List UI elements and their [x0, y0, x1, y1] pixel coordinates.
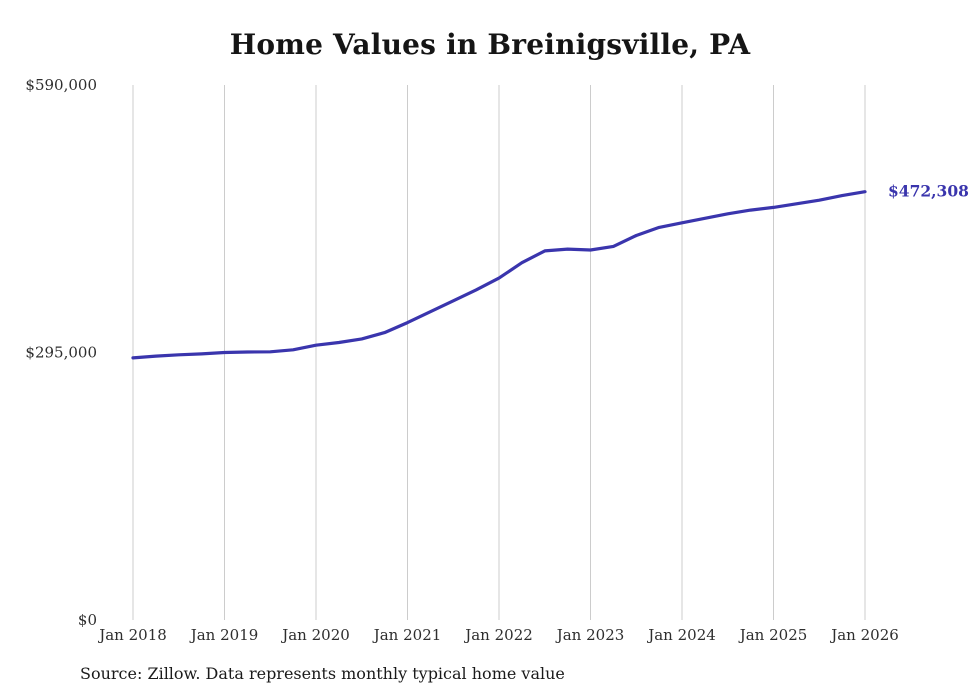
x-tick-label: Jan 2021	[372, 626, 442, 644]
y-tick-label: $0	[78, 611, 97, 629]
y-tick-label: $590,000	[25, 76, 97, 94]
source-note: Source: Zillow. Data represents monthly …	[80, 664, 565, 683]
x-tick-label: Jan 2019	[189, 626, 259, 644]
value-line	[131, 190, 867, 360]
end-value-label: $472,308	[888, 182, 969, 201]
x-tick-label: Jan 2022	[463, 626, 533, 644]
y-tick-label: $295,000	[25, 344, 97, 362]
x-axis-labels: Jan 2018 Jan 2019 Jan 2020 Jan 2021 Jan 2022…	[97, 626, 899, 644]
x-tick-label: Jan 2025	[738, 626, 808, 644]
x-tick-label: Jan 2023	[555, 626, 625, 644]
x-tick-label: Jan 2020	[280, 626, 350, 644]
x-tick-label: Jan 2018	[97, 626, 167, 644]
x-tick-label: Jan 2026	[829, 626, 899, 644]
chart-title: Home Values in Breinigsville, PA	[229, 28, 751, 61]
y-axis-labels: $590,000 $295,000 $0	[25, 76, 97, 629]
x-tick-label: Jan 2024	[646, 626, 716, 644]
